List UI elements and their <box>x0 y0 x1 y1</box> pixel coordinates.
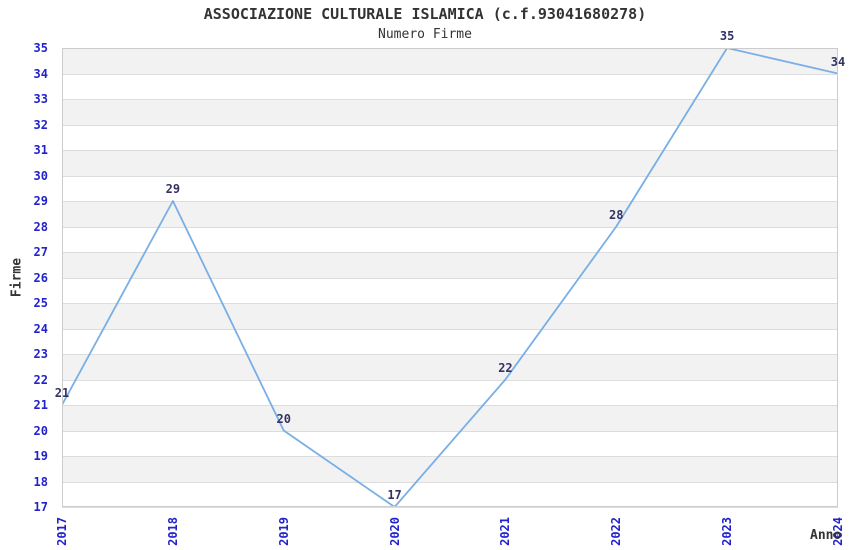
y-tick-label: 19 <box>33 449 48 463</box>
gridline <box>62 150 838 151</box>
y-tick-label: 24 <box>33 321 48 336</box>
series-line <box>62 48 838 507</box>
gridline <box>62 380 838 381</box>
y-tick-label: 29 <box>33 194 48 208</box>
y-tick-label: 35 <box>33 41 48 55</box>
y-tick-label: 25 <box>33 296 48 310</box>
gridline <box>62 252 838 253</box>
x-tick-label-text: 2023 <box>720 517 735 546</box>
gridline <box>62 507 838 508</box>
gridline <box>62 176 838 177</box>
y-tick-label: 34 <box>33 66 48 81</box>
data-label: 35 <box>719 29 735 43</box>
x-axis-title: Anno <box>810 528 842 543</box>
y-tick-label: 30 <box>33 168 48 183</box>
x-tick-label-text: 2017 <box>55 517 69 546</box>
stripe-band <box>62 150 838 176</box>
stripe-band <box>62 252 838 278</box>
stripe-band <box>62 354 838 380</box>
y-tick-label: 21 <box>33 398 48 412</box>
gridline <box>62 74 838 75</box>
gridline <box>62 431 838 432</box>
chart-title: ASSOCIAZIONE CULTURALE ISLAMICA (c.f.930… <box>203 5 647 23</box>
plot-area <box>62 48 838 508</box>
y-tick-label: 28 <box>33 219 48 234</box>
stripe-band <box>62 456 838 482</box>
gridline <box>62 227 838 228</box>
gridline <box>62 482 838 483</box>
x-tick-label-text: 2018 <box>165 517 180 546</box>
y-tick-label: 20 <box>33 423 48 438</box>
gridline <box>62 456 838 457</box>
data-label: 34 <box>830 54 846 69</box>
data-label: 22 <box>498 360 513 375</box>
gridline <box>62 99 838 100</box>
gridline <box>62 303 838 304</box>
data-label: 17 <box>387 488 402 502</box>
stripe-band <box>62 48 838 74</box>
data-label: 29 <box>165 182 181 196</box>
gridline <box>62 278 838 279</box>
y-tick-label: 23 <box>33 347 48 361</box>
x-tick-label-text: 2022 <box>609 517 624 546</box>
gridline <box>62 354 838 355</box>
stripe-band <box>62 99 838 125</box>
stripe-band <box>62 405 838 431</box>
stripe-band <box>62 303 838 329</box>
stripe-band <box>62 201 838 227</box>
y-tick-label: 26 <box>33 270 48 285</box>
x-tick-label-text: 2020 <box>387 517 402 546</box>
x-tick-label-text: 2019 <box>276 517 291 546</box>
y-tick-label: 27 <box>33 245 48 259</box>
chart-subtitle: Numero Firme <box>378 27 472 42</box>
y-tick-label: 32 <box>33 117 48 132</box>
y-tick-label: 22 <box>33 372 48 387</box>
y-tick-label: 33 <box>33 92 48 106</box>
gridline <box>62 125 838 126</box>
y-tick-label: 31 <box>33 143 48 157</box>
data-label: 20 <box>276 411 291 426</box>
gridline <box>62 201 838 202</box>
data-label: 28 <box>609 207 624 222</box>
series-svg <box>62 48 838 507</box>
y-tick-label: 18 <box>33 474 48 489</box>
gridline <box>62 405 838 406</box>
data-label: 21 <box>54 386 70 400</box>
x-tick-label-text: 2021 <box>498 517 513 546</box>
gridline <box>62 329 838 330</box>
y-tick-label: 17 <box>33 500 48 514</box>
